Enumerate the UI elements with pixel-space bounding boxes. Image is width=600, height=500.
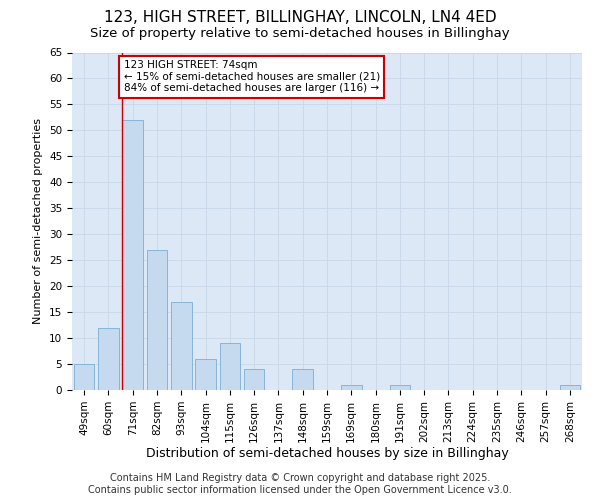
Y-axis label: Number of semi-detached properties: Number of semi-detached properties bbox=[34, 118, 43, 324]
Bar bbox=[389, 385, 410, 390]
Text: Size of property relative to semi-detached houses in Billinghay: Size of property relative to semi-detach… bbox=[90, 28, 510, 40]
Text: 123, HIGH STREET, BILLINGHAY, LINCOLN, LN4 4ED: 123, HIGH STREET, BILLINGHAY, LINCOLN, L… bbox=[104, 10, 496, 25]
Bar bbox=[560, 385, 580, 390]
Bar bbox=[146, 250, 167, 390]
Bar bbox=[292, 369, 313, 390]
Text: Contains HM Land Registry data © Crown copyright and database right 2025.
Contai: Contains HM Land Registry data © Crown c… bbox=[88, 474, 512, 495]
Bar bbox=[341, 385, 362, 390]
Bar bbox=[195, 359, 216, 390]
X-axis label: Distribution of semi-detached houses by size in Billinghay: Distribution of semi-detached houses by … bbox=[146, 448, 508, 460]
Text: 123 HIGH STREET: 74sqm
← 15% of semi-detached houses are smaller (21)
84% of sem: 123 HIGH STREET: 74sqm ← 15% of semi-det… bbox=[124, 60, 380, 94]
Bar bbox=[74, 364, 94, 390]
Bar bbox=[244, 369, 265, 390]
Bar bbox=[220, 344, 240, 390]
Bar bbox=[122, 120, 143, 390]
Bar bbox=[171, 302, 191, 390]
Bar bbox=[98, 328, 119, 390]
